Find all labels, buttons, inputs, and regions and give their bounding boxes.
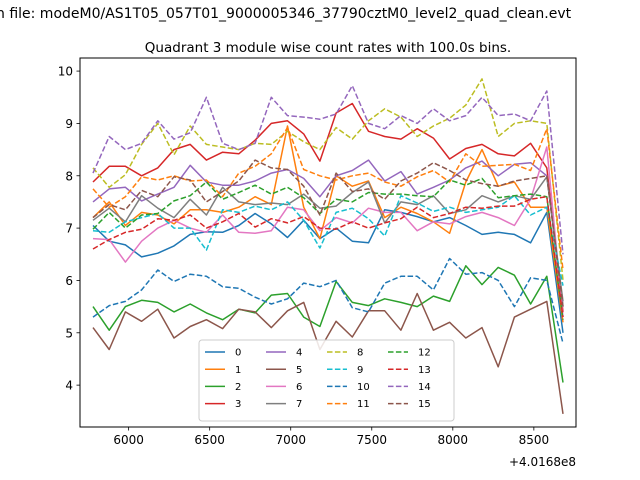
series-line-5 bbox=[92, 292, 564, 415]
legend-label-2: 2 bbox=[235, 382, 241, 393]
y-tick-label: 7 bbox=[65, 222, 73, 236]
series-line-14 bbox=[92, 84, 564, 255]
x-tick-label: 6000 bbox=[113, 433, 144, 447]
series-line-9 bbox=[92, 194, 564, 286]
x-tick-label: 7000 bbox=[275, 433, 306, 447]
series-line-11 bbox=[92, 126, 564, 271]
y-tick-label: 5 bbox=[65, 326, 73, 340]
x-tick-label: 8000 bbox=[438, 433, 469, 447]
x-tick-label: 8500 bbox=[519, 433, 550, 447]
chart-title: Quadrant 3 module wise count rates with … bbox=[145, 40, 511, 56]
x-offset-label: +4.0168e8 bbox=[509, 455, 576, 469]
series-line-2 bbox=[92, 265, 564, 383]
legend-label-9: 9 bbox=[357, 365, 363, 376]
series-line-0 bbox=[92, 209, 564, 333]
legend-label-4: 4 bbox=[296, 348, 302, 359]
figure-suptitle: n file: modeM0/AS1T05_057T01_9000005346_… bbox=[0, 6, 572, 22]
series-line-6 bbox=[92, 146, 564, 318]
legend-label-3: 3 bbox=[235, 399, 241, 410]
legend-label-13: 13 bbox=[418, 365, 431, 376]
x-axis: 6000 6500 7000 7500 8000 8500 bbox=[113, 427, 549, 447]
series-line-8 bbox=[92, 78, 564, 281]
y-tick-label: 4 bbox=[65, 379, 73, 393]
y-axis: 4 5 6 7 8 9 10 bbox=[58, 65, 80, 393]
legend-label-0: 0 bbox=[235, 348, 241, 359]
axes-frame bbox=[79, 57, 577, 428]
series-line-15 bbox=[92, 159, 564, 307]
x-tick-label: 6500 bbox=[194, 433, 225, 447]
series-line-3 bbox=[92, 102, 564, 312]
series-line-13 bbox=[92, 195, 564, 318]
legend-label-11: 11 bbox=[357, 399, 370, 410]
plot-area bbox=[92, 78, 564, 415]
legend-label-15: 15 bbox=[418, 399, 431, 410]
x-tick-label: 7500 bbox=[356, 433, 387, 447]
legend-label-10: 10 bbox=[357, 382, 370, 393]
legend-label-14: 14 bbox=[418, 382, 431, 393]
legend-label-12: 12 bbox=[418, 348, 431, 359]
y-tick-label: 6 bbox=[65, 274, 73, 288]
series-line-4 bbox=[92, 159, 564, 307]
legend-box bbox=[198, 339, 455, 422]
y-tick-label: 9 bbox=[65, 117, 73, 131]
series-line-12 bbox=[92, 177, 564, 320]
legend-label-6: 6 bbox=[296, 382, 302, 393]
legend-label-8: 8 bbox=[357, 348, 363, 359]
y-tick-label: 8 bbox=[65, 169, 73, 183]
legend-label-1: 1 bbox=[235, 365, 241, 376]
series-line-10 bbox=[92, 257, 564, 344]
legend-label-5: 5 bbox=[296, 365, 302, 376]
y-tick-label: 10 bbox=[58, 65, 73, 79]
legend-label-7: 7 bbox=[296, 399, 302, 410]
